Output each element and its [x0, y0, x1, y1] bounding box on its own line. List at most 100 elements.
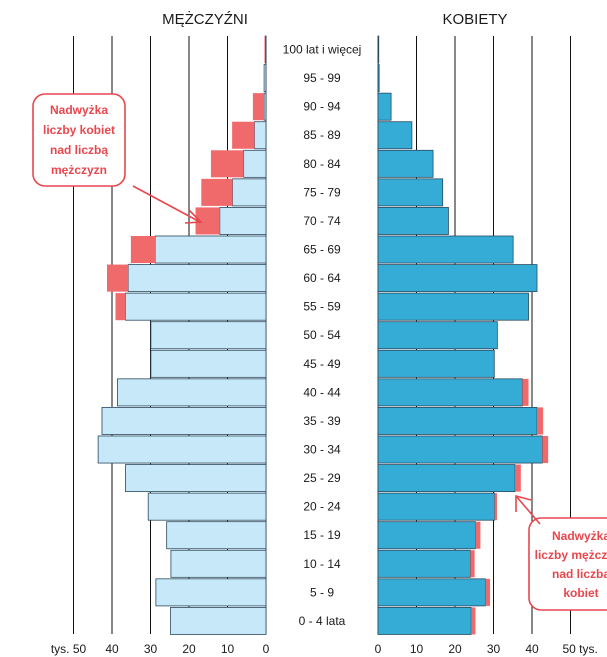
- men-bar-3: [254, 121, 267, 150]
- men-surplus-8: [106, 264, 129, 292]
- women-bars: [377, 35, 549, 635]
- women-bar-14: [377, 435, 543, 464]
- age-label-18: 10 - 14: [303, 557, 341, 571]
- women-bar-17: [377, 521, 476, 550]
- age-label-15: 25 - 29: [303, 471, 341, 485]
- women-surplus-17: [475, 521, 481, 549]
- men-bar-6: [219, 207, 267, 235]
- age-label-6: 70 - 74: [303, 214, 341, 228]
- men-bar-5: [232, 178, 267, 207]
- men-bar-13: [101, 407, 267, 435]
- annotation-right-line4: kobiet: [563, 586, 598, 600]
- age-label-17: 15 - 19: [303, 528, 341, 542]
- women-surplus-20: [471, 607, 476, 635]
- men-bar-11: [150, 349, 267, 378]
- women-bar-18: [377, 549, 471, 578]
- annotation-right-box: [528, 517, 607, 611]
- annotation-left-line2: liczby kobiet: [43, 123, 115, 137]
- x-tick-left-5: 0: [263, 642, 270, 656]
- annotation-left-line4: mężczyzn: [51, 163, 107, 177]
- women-surplus-12: [522, 378, 529, 406]
- women-bar-16: [377, 492, 496, 521]
- men-bar-19: [155, 578, 267, 607]
- x-tick-right-0: 0: [375, 642, 382, 656]
- men-surplus-0: [264, 36, 266, 64]
- women-surplus-19: [485, 578, 491, 606]
- men-bar-15: [125, 464, 267, 493]
- men-bar-4: [243, 149, 267, 178]
- men-bar-20: [170, 607, 267, 635]
- x-tick-left-3: 20: [182, 642, 196, 656]
- women-surplus-15: [515, 464, 521, 492]
- age-label-12: 40 - 44: [303, 385, 341, 399]
- age-label-9: 55 - 59: [303, 300, 341, 314]
- x-tick-left-4: 10: [221, 642, 235, 656]
- women-bar-7: [377, 235, 514, 264]
- women-bar-3: [377, 121, 413, 150]
- men-surplus-5: [201, 178, 233, 206]
- women-bar-2: [377, 92, 392, 121]
- men-surplus-7: [130, 235, 156, 264]
- axis-tick-labels: tys. 50 40 30 20 10 0 0 10 20 30 40 50 tys.: [51, 642, 598, 656]
- men-bar-9: [125, 292, 267, 321]
- women-bar-12: [377, 378, 523, 407]
- men-bar-12: [116, 378, 267, 407]
- men-bar-18: [170, 549, 267, 578]
- women-surplus-16: [494, 493, 497, 521]
- men-header: MĘŻCZYŹNI: [162, 10, 248, 28]
- annotation-left-line1: Nadwyżka: [50, 103, 108, 117]
- x-tick-right-5: 50 tys.: [563, 642, 598, 656]
- x-tick-left-2: 30: [144, 642, 158, 656]
- annotation-right-arrowhead: [515, 494, 532, 512]
- women-bar-6: [377, 207, 449, 235]
- men-bar-1: [263, 64, 267, 93]
- women-bar-11: [377, 349, 495, 378]
- women-bar-5: [377, 178, 444, 207]
- women-bar-13: [377, 407, 538, 435]
- men-bar-10: [150, 321, 267, 350]
- men-bars: [97, 35, 267, 635]
- age-label-1: 95 - 99: [303, 71, 341, 85]
- age-label-3: 85 - 89: [303, 128, 341, 142]
- men-bar-0: [264, 35, 267, 64]
- age-label-0: 100 lat i więcej: [283, 43, 362, 57]
- annotation-right-arrow: [515, 495, 541, 525]
- annotation-left: Nadwyżka liczby kobiet nad liczbą mężczy…: [32, 93, 203, 224]
- men-bar-8: [127, 264, 267, 293]
- age-label-16: 20 - 24: [303, 500, 341, 514]
- age-label-14: 30 - 34: [303, 443, 341, 457]
- women-bar-1: [377, 64, 380, 93]
- x-tick-left-0: tys. 50: [51, 642, 87, 656]
- annotation-left-arrow: [132, 185, 201, 223]
- age-label-20: 0 - 4 lata: [299, 614, 346, 628]
- annotation-left-line3: nad liczbą: [50, 143, 108, 157]
- x-tick-left-1: 40: [105, 642, 119, 656]
- age-label-19: 5 - 9: [310, 585, 334, 599]
- men-bar-7: [154, 235, 267, 264]
- annotation-right: Nadwyżka liczby mężczyzn nad liczbą kobi…: [515, 494, 607, 611]
- age-label-11: 45 - 49: [303, 357, 341, 371]
- age-label-10: 50 - 54: [303, 328, 341, 342]
- age-label-4: 80 - 84: [303, 157, 341, 171]
- annotation-right-line2: liczby mężczyzn: [535, 548, 607, 562]
- annotation-right-line1: Nadwyżka: [552, 529, 607, 543]
- age-label-7: 65 - 69: [303, 243, 341, 257]
- age-label-5: 75 - 79: [303, 185, 341, 199]
- women-bar-10: [377, 321, 498, 350]
- age-label-2: 90 - 94: [303, 100, 341, 114]
- men-surplus-4: [210, 150, 244, 178]
- age-labels: 100 lat i więcej 95 - 99 90 - 94 85 - 89 80 …: [283, 43, 362, 628]
- women-bar-20: [377, 607, 472, 635]
- men-surplus-9: [115, 293, 126, 321]
- x-tick-right-2: 20: [448, 642, 462, 656]
- women-surplus-18: [470, 550, 475, 578]
- women-header: KOBIETY: [442, 11, 507, 28]
- age-label-13: 35 - 39: [303, 414, 341, 428]
- women-surplus-14: [542, 435, 549, 464]
- women-bar-0: [377, 35, 380, 64]
- women-bar-8: [377, 264, 538, 293]
- annotation-right-line3: nad liczbą: [552, 567, 607, 581]
- annotation-left-arrowhead: [184, 209, 203, 224]
- women-bar-4: [377, 149, 434, 178]
- men-surplus-3: [232, 121, 255, 149]
